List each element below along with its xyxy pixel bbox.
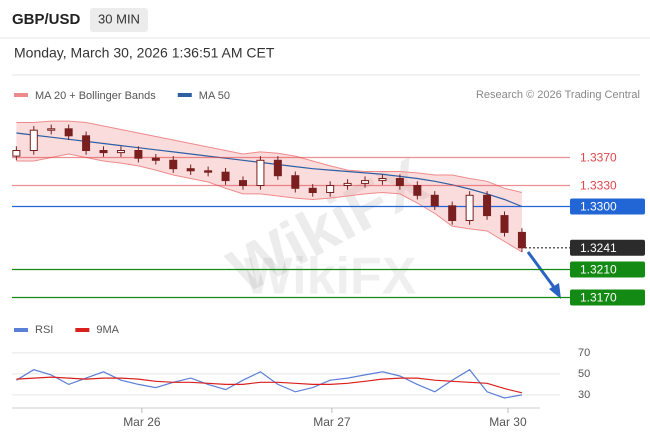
legend-label: 9MA <box>96 324 119 336</box>
rsi-line <box>16 368 523 399</box>
level-label: 1.3370 <box>580 151 617 165</box>
bollinger-band <box>16 121 522 252</box>
level-box <box>570 289 645 306</box>
candle-body <box>169 159 178 170</box>
level-box <box>570 198 645 215</box>
candle-body <box>29 129 38 151</box>
bollinger-lower <box>16 153 523 253</box>
level-label: 1.3210 <box>580 263 617 277</box>
bollinger-upper <box>16 120 523 193</box>
candle-body <box>291 175 300 189</box>
symbol: GBP/USD <box>12 11 81 28</box>
candle-body <box>134 150 143 159</box>
level-label: 1.3170 <box>580 291 617 305</box>
timeframe: 30 MIN <box>98 11 140 26</box>
candle-body <box>99 150 108 154</box>
candle-body <box>430 194 439 207</box>
legend-swatch <box>14 93 28 97</box>
timeframe-pill <box>90 8 148 32</box>
candle-body <box>395 178 404 186</box>
candle-body <box>221 171 230 182</box>
candle-body <box>273 159 282 177</box>
x-tick-label: Mar 30 <box>489 415 527 429</box>
credit: Research © 2026 Trading Central <box>476 89 640 101</box>
y-tick-label: 30 <box>578 389 590 401</box>
legend-swatch <box>14 328 28 332</box>
datetime: Monday, March 30, 2026 1:36:51 AM CET <box>14 45 275 61</box>
candle-body <box>204 170 213 173</box>
rsi-line <box>16 376 523 394</box>
level-label: 1.3300 <box>580 200 617 214</box>
y-tick-label: 70 <box>578 347 590 359</box>
candle-body <box>12 150 21 157</box>
candle-body <box>448 205 457 222</box>
candle-body <box>483 194 492 217</box>
legend-label: MA 20 + Bollinger Bands <box>35 90 156 102</box>
candle-body <box>413 185 422 196</box>
level-label: 1.3241 <box>580 241 617 255</box>
candle-body <box>326 185 335 193</box>
legend-swatch <box>75 328 90 332</box>
candle-body <box>256 159 265 187</box>
candle-body <box>151 157 160 161</box>
arrow <box>526 251 558 291</box>
legend-label: RSI <box>35 324 53 336</box>
candle-body <box>116 150 125 154</box>
level-label: 1.3330 <box>580 179 617 193</box>
level-box <box>570 239 645 256</box>
candle-body <box>361 180 370 184</box>
candle-body <box>64 128 73 137</box>
candle-body <box>186 168 195 172</box>
watermark: WikiFX <box>244 248 417 306</box>
candle-body <box>82 135 91 152</box>
candle-body <box>308 187 317 194</box>
candle-body <box>465 194 474 222</box>
candle-body <box>500 215 509 233</box>
candle-body <box>343 182 352 186</box>
candle-body <box>378 178 387 182</box>
candle-body <box>238 180 247 187</box>
ma50-line <box>16 132 523 208</box>
legend-label: MA 50 <box>199 90 230 102</box>
arrow-head <box>549 283 561 299</box>
x-tick-label: Mar 27 <box>313 415 351 429</box>
y-tick-label: 50 <box>578 368 590 380</box>
x-tick-label: Mar 26 <box>123 415 161 429</box>
level-box <box>570 261 645 278</box>
legend-swatch <box>177 93 192 97</box>
candle-body <box>517 231 526 249</box>
candle-body <box>47 128 56 131</box>
